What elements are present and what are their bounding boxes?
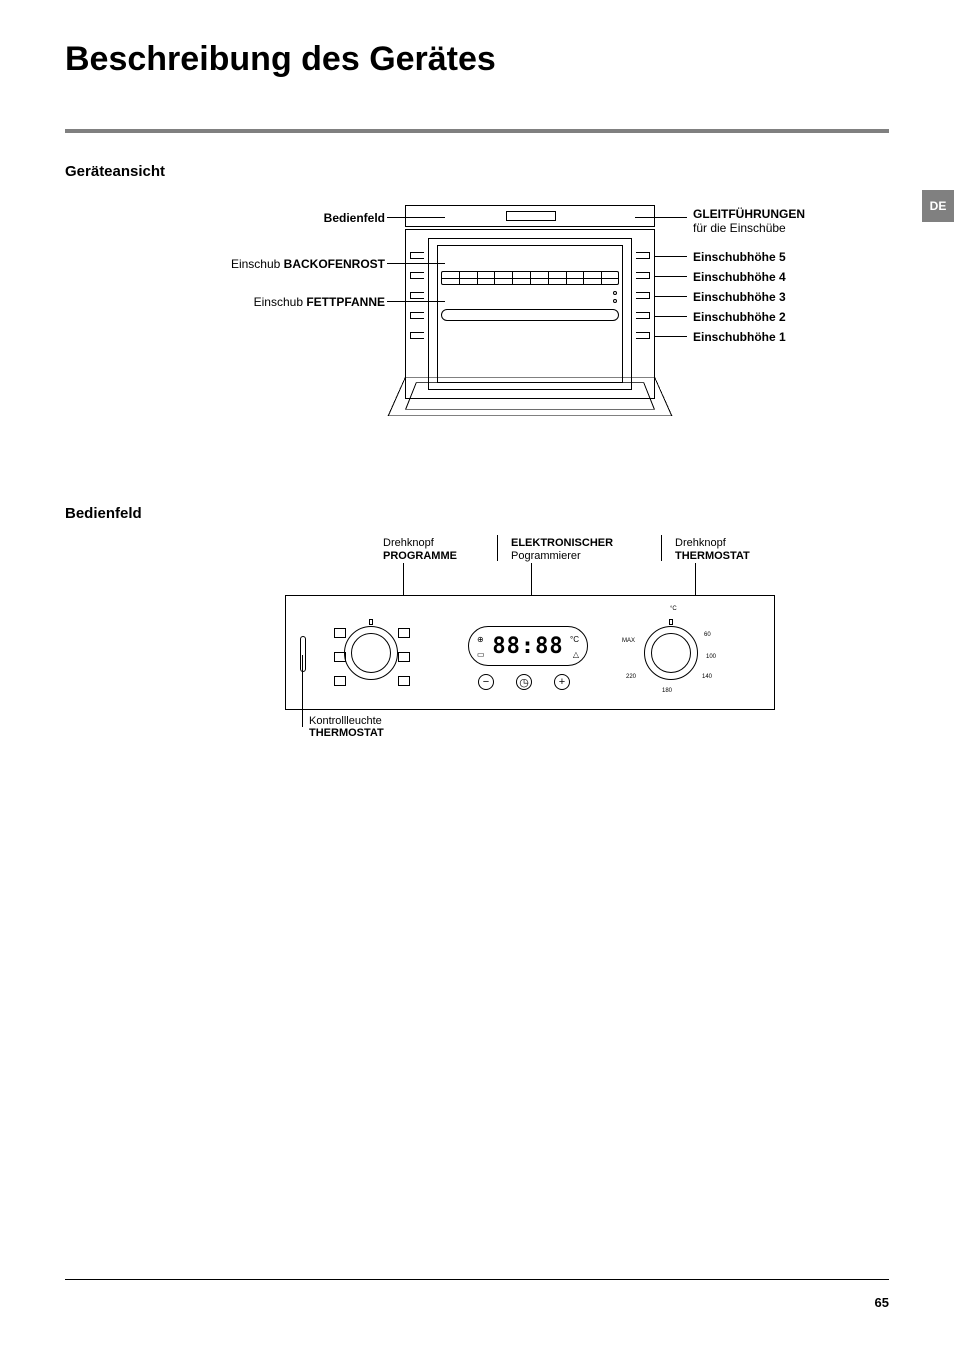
thermostat-indicator-light xyxy=(300,636,306,672)
oven-rack xyxy=(441,271,619,285)
minus-button: − xyxy=(478,674,494,690)
label-position-4: Einschubhöhe 4 xyxy=(693,270,786,284)
label-backofenrost: Einschub BACKOFENROST xyxy=(65,257,385,271)
label-bedienfeld: Bedienfeld xyxy=(65,211,385,225)
oven-rails-right xyxy=(632,252,654,380)
programmer-buttons: − ◷ + xyxy=(478,674,570,690)
label-position-3: Einschubhöhe 3 xyxy=(693,290,786,304)
control-panel: ⊕ ▭ 88:88 °C △ − ◷ + °C 60 100 140 180 xyxy=(285,595,775,710)
plus-button: + xyxy=(554,674,570,690)
oven-control-panel-bar xyxy=(405,205,655,227)
label-thermostat-knob: DrehknopfTHERMOSTAT xyxy=(675,537,750,563)
footer-rule xyxy=(65,1279,889,1280)
label-thermostat-indicator: KontrollleuchteTHERMOSTAT xyxy=(309,715,384,739)
temp-unit-icon: °C xyxy=(670,606,677,612)
electronic-programmer-display: ⊕ ▭ 88:88 °C △ xyxy=(468,626,588,666)
label-position-2: Einschubhöhe 2 xyxy=(693,310,786,324)
page-number: 65 xyxy=(875,1295,889,1310)
section-control-panel-heading: Bedienfeld xyxy=(65,505,889,522)
oven-door xyxy=(387,377,672,416)
oven-cavity xyxy=(428,238,632,390)
diagram-control-panel: DrehknopfPROGRAMME ELEKTRONISCHERPogramm… xyxy=(65,537,889,757)
oven-drawing xyxy=(405,205,655,399)
label-electronic-programmer: ELEKTRONISCHERPogrammierer xyxy=(511,537,613,563)
label-position-5: Einschubhöhe 5 xyxy=(693,250,786,264)
clock-button: ◷ xyxy=(516,674,532,690)
language-tab: DE xyxy=(922,190,954,222)
label-gleitfuehrungen: GLEITFÜHRUNGEN für die Einschübe xyxy=(693,207,805,235)
section-overall-view-heading: Geräteansicht xyxy=(65,163,889,180)
programme-knob xyxy=(344,626,398,680)
divider-bar xyxy=(65,129,889,133)
oven-rails-left xyxy=(406,252,428,380)
label-programme-knob: DrehknopfPROGRAMME xyxy=(383,537,457,563)
diagram-overall-view: Bedienfeld Einschub BACKOFENROST Einschu… xyxy=(65,195,889,475)
label-fettpfanne: Einschub FETTPFANNE xyxy=(65,295,385,309)
thermostat-knob xyxy=(644,626,698,680)
oven-dripping-pan xyxy=(441,309,619,321)
page-title: Beschreibung des Gerätes xyxy=(65,40,889,79)
label-position-1: Einschubhöhe 1 xyxy=(693,330,786,344)
